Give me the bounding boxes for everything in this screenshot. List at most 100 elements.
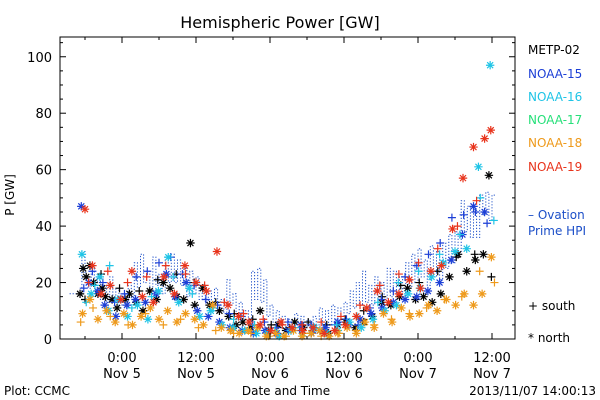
legend-noaa-16: NOAA-16 xyxy=(528,90,582,104)
north-point xyxy=(88,261,97,270)
x-tick-time-label: 12:00 xyxy=(325,351,362,366)
north-point xyxy=(379,309,388,318)
south-point xyxy=(84,278,93,287)
north-point xyxy=(288,323,297,332)
south-point xyxy=(440,295,449,304)
south-point xyxy=(415,278,424,287)
north-point xyxy=(448,224,457,234)
north-point xyxy=(484,171,494,180)
north-point xyxy=(315,326,325,335)
footer-left: Plot: CCMC xyxy=(4,384,70,398)
south-point xyxy=(489,216,498,225)
north-point xyxy=(479,250,488,259)
north-point xyxy=(181,278,191,287)
south-point xyxy=(356,301,365,310)
south-point xyxy=(457,292,466,301)
south-point xyxy=(373,298,382,307)
x-tick-date-label: Nov 5 xyxy=(177,367,215,382)
north-point xyxy=(149,298,158,307)
north-point xyxy=(477,289,487,299)
legend-noaa-15: NOAA-15 xyxy=(528,67,582,81)
north-point xyxy=(419,292,428,301)
north-point xyxy=(101,292,110,301)
north-point xyxy=(119,309,129,318)
north-point xyxy=(469,300,478,310)
south-point xyxy=(453,222,462,231)
south-point xyxy=(159,320,168,329)
north-point xyxy=(217,320,227,330)
north-point xyxy=(387,317,397,327)
north-point xyxy=(330,326,339,335)
north-point xyxy=(112,303,122,313)
north-point xyxy=(485,61,495,70)
north-point xyxy=(400,295,410,304)
south-point xyxy=(135,287,144,296)
south-point xyxy=(105,261,114,270)
north-point xyxy=(163,306,172,315)
north-point xyxy=(181,309,190,318)
south-point xyxy=(147,292,156,301)
north-point xyxy=(447,255,456,265)
south-point xyxy=(194,323,203,332)
north-point xyxy=(131,295,140,304)
north-point xyxy=(106,281,115,290)
south-point xyxy=(143,267,152,276)
north-point xyxy=(405,312,415,321)
legend-south: + south xyxy=(528,299,575,313)
plot-axes xyxy=(59,36,516,340)
north-point xyxy=(462,244,471,253)
south-point xyxy=(123,278,132,287)
series-noaa-18 xyxy=(76,252,499,341)
south-point xyxy=(470,250,479,259)
north-point xyxy=(80,204,90,214)
north-point xyxy=(93,315,103,324)
south-point xyxy=(490,278,499,287)
north-point xyxy=(165,283,175,293)
south-point xyxy=(153,275,162,284)
north-point xyxy=(432,306,442,315)
north-point xyxy=(471,255,480,265)
north-point xyxy=(93,286,102,296)
south-point xyxy=(422,303,431,312)
south-point xyxy=(161,261,170,270)
north-point xyxy=(133,300,142,310)
north-point xyxy=(193,306,202,315)
north-point xyxy=(403,289,413,299)
north-point xyxy=(234,312,243,321)
north-point xyxy=(199,320,208,330)
south-point xyxy=(352,326,361,335)
north-point xyxy=(202,286,211,296)
north-point xyxy=(179,295,188,304)
x-tick-date-label: Nov 7 xyxy=(473,367,511,382)
north-point xyxy=(89,278,98,287)
north-point xyxy=(146,303,155,313)
north-point xyxy=(355,315,365,324)
south-point xyxy=(267,320,276,329)
north-point xyxy=(469,142,478,152)
south-point xyxy=(98,278,107,287)
north-point xyxy=(82,272,91,282)
north-point xyxy=(224,312,233,321)
south-point xyxy=(259,315,268,324)
north-point xyxy=(474,162,483,172)
north-point xyxy=(159,278,168,287)
north-point xyxy=(191,278,201,287)
north-point xyxy=(373,286,382,296)
x-tick-time-label: 12:00 xyxy=(177,351,214,366)
south-point xyxy=(188,289,197,298)
north-point xyxy=(368,315,378,324)
south-point xyxy=(239,309,248,318)
north-point xyxy=(341,320,350,330)
north-point xyxy=(120,295,130,304)
north-point xyxy=(384,298,393,307)
north-point xyxy=(271,329,280,338)
south-point xyxy=(424,250,433,259)
north-point xyxy=(186,238,195,248)
north-point xyxy=(125,289,134,299)
north-point xyxy=(450,247,460,256)
north-point xyxy=(394,289,404,299)
plot-frame xyxy=(59,36,516,340)
north-point xyxy=(427,272,436,282)
legend: METP-02 NOAA-15 NOAA-16 NOAA-17 NOAA-18 … xyxy=(528,43,586,345)
